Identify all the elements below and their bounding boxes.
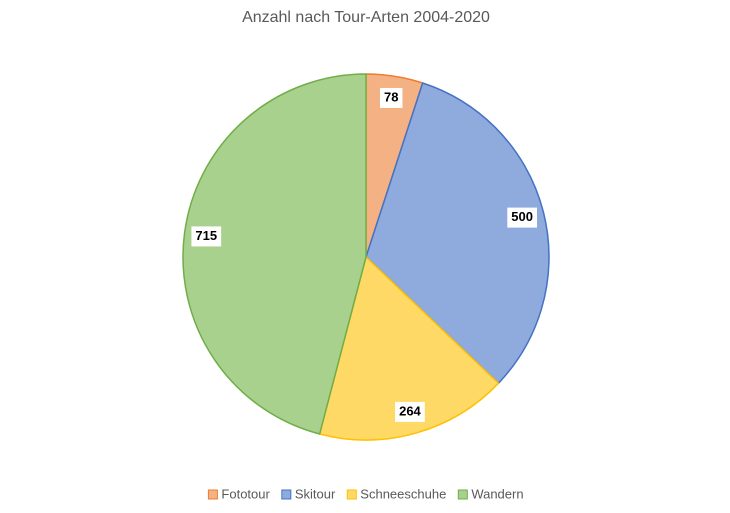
data-label: 264 <box>395 401 425 422</box>
legend-swatch <box>281 489 292 500</box>
data-label-text: 715 <box>195 228 217 243</box>
legend-swatch <box>207 489 218 500</box>
legend-swatch <box>346 489 357 500</box>
data-label-box <box>395 401 425 422</box>
pie-slice <box>365 82 550 385</box>
legend-label: Schneeschuhe <box>360 486 446 501</box>
data-label-box <box>380 87 403 108</box>
data-label-text: 78 <box>384 89 398 104</box>
data-label: 78 <box>380 87 403 108</box>
legend-swatch <box>457 489 468 500</box>
data-label: 715 <box>191 226 222 247</box>
data-label-text: 500 <box>511 209 533 224</box>
legend-item: Schneeschuhe <box>346 486 446 501</box>
data-label-text: 264 <box>399 403 421 418</box>
chart-title: Anzahl nach Tour-Arten 2004-2020 <box>242 9 490 26</box>
legend-item: Skitour <box>281 486 336 501</box>
legend-label: Wandern <box>471 486 523 501</box>
legend-item: Wandern <box>457 486 524 501</box>
legend-item: Fototour <box>207 486 270 501</box>
pie-slice <box>182 73 367 435</box>
legend-label: Fototour <box>221 486 270 501</box>
legend-label: Skitour <box>295 486 336 501</box>
pie-slice <box>318 256 500 441</box>
data-label-box <box>191 226 222 247</box>
data-label-box <box>507 207 537 228</box>
data-label: 500 <box>507 207 537 228</box>
